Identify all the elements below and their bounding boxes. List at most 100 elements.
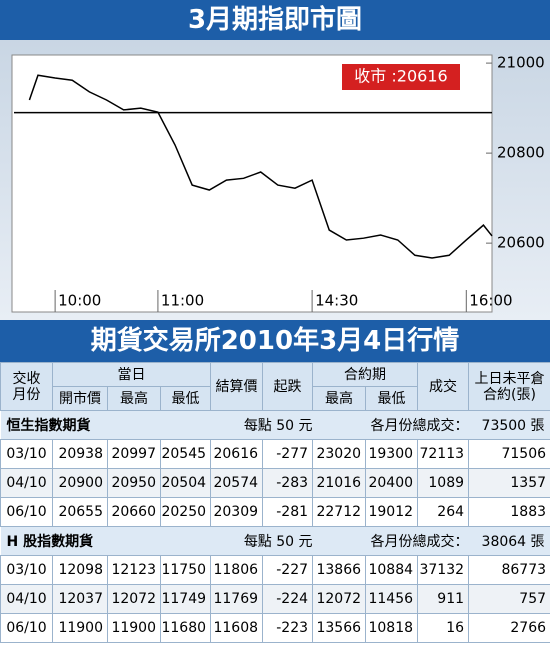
table-cell: 37132	[417, 555, 470, 585]
group-total: 73500 張	[468, 410, 550, 440]
group-name: H 股指數期貨	[0, 526, 161, 556]
group-total: 38064 張	[468, 526, 550, 556]
header-cell: 成交	[417, 362, 470, 411]
table-cell: 06/10	[0, 613, 53, 643]
table-cell: 11900	[52, 613, 108, 643]
table-cell: 13866	[312, 555, 367, 585]
table-cell: 20400	[365, 468, 419, 498]
table-row: 開市價 最高 最低 最高 最低	[1, 386, 550, 411]
table-cell: 1883	[468, 497, 550, 527]
group-unit: 每點 50 元	[160, 410, 313, 440]
table-row: H 股指數期貨 每點 50 元各月份總成交： 38064 張	[0, 526, 550, 556]
table-row: 交收 月份 當日 結算價 起跌 合約期 成交 上日未平倉 合約(張)	[0, 362, 550, 411]
table-cell: 1089	[417, 468, 470, 498]
table-row: 06/10 20655 20660 20250 20309 -281 22712 19012 2…	[0, 497, 550, 527]
group-total-label: 各月份總成交：	[312, 410, 469, 440]
table-cell: 03/10	[0, 555, 53, 585]
table-cell: 20997	[107, 439, 161, 469]
table-cell: 11806	[210, 555, 264, 585]
table-cell: 71506	[468, 439, 550, 469]
table-cell: 10818	[365, 613, 419, 643]
table-row: 恒生指數期貨 每點 50 元各月份總成交： 73500 張	[0, 410, 550, 440]
table-cell: 12037	[52, 584, 108, 614]
table-cell: 04/10	[0, 584, 53, 614]
x-tick-label: 11:00	[161, 292, 204, 310]
table-cell: 13566	[312, 613, 367, 643]
table-cell: 911	[417, 584, 470, 614]
header-cell: 結算價	[210, 362, 264, 411]
table-cell: 20574	[210, 468, 264, 498]
header-cell: 最低	[365, 386, 419, 411]
table-cell: 11608	[210, 613, 264, 643]
y-tick-label: 21000	[497, 54, 545, 72]
chart: 20600 20800 21000 10:00 11:00 14:30 16:00 收市 :2…	[0, 40, 550, 320]
table-cell: 757	[468, 584, 550, 614]
table-cell: 20504	[159, 468, 212, 498]
table-cell: 20950	[107, 468, 161, 498]
table-cell: 1357	[468, 468, 550, 498]
table-cell: 20616	[210, 439, 264, 469]
header-cell: 開市價	[52, 386, 108, 411]
header-cell: 當日	[51, 362, 212, 387]
table-cell: 11680	[159, 613, 212, 643]
close-label: 收市 :20616	[354, 67, 447, 86]
header-cell: 最高	[107, 386, 161, 411]
section-title: 期貨交易所2010年3月4日行情	[0, 320, 550, 362]
table-cell: 20309	[210, 497, 264, 527]
quote-table: 交收 月份 當日 結算價 起跌 合約期 成交 上日未平倉 合約(張) 開市價 最高 最低 最高 最低恒…	[0, 362, 550, 643]
table-cell: -281	[262, 497, 314, 527]
header-cell: 上日未平倉 合約(張)	[468, 362, 550, 411]
table-row: 04/10 12037 12072 11749 11769 -224 12072 11456 9…	[0, 584, 550, 614]
table-cell: 264	[417, 497, 470, 527]
table-cell: 04/10	[0, 468, 53, 498]
plot-area	[11, 54, 493, 313]
table-cell: 20655	[52, 497, 108, 527]
table-row: 04/10 20900 20950 20504 20574 -283 21016 20400 1…	[0, 468, 550, 498]
table-cell: -224	[262, 584, 314, 614]
table-cell: 20660	[107, 497, 161, 527]
table-cell: 20938	[52, 439, 108, 469]
header-cell: 合約期	[312, 362, 419, 387]
group-name: 恒生指數期貨	[0, 410, 161, 440]
table-row: 03/10 12098 12123 11750 11806 -227 13866 10884 3…	[0, 555, 550, 585]
table-cell: 03/10	[0, 439, 53, 469]
table-cell: -227	[262, 555, 314, 585]
table-cell: 20250	[159, 497, 212, 527]
table-cell: 16	[417, 613, 470, 643]
x-tick-label: 10:00	[58, 292, 101, 310]
price-line	[28, 74, 493, 259]
table-cell: 22712	[312, 497, 367, 527]
table-cell: 19300	[365, 439, 419, 469]
header-cell: 最低	[159, 386, 212, 411]
table-cell: 11900	[107, 613, 161, 643]
table-cell: 2766	[468, 613, 550, 643]
chart-title: 3月期指即市圖	[0, 0, 550, 40]
table-cell: 20900	[52, 468, 108, 498]
table-cell: 10884	[365, 555, 419, 585]
table-cell: -223	[262, 613, 314, 643]
group-unit: 每點 50 元	[160, 526, 313, 556]
table-cell: 12098	[52, 555, 108, 585]
x-tick-label: 14:30	[315, 292, 358, 310]
header-cell: 最高	[312, 386, 367, 411]
x-tick-label: 16:00	[469, 292, 512, 310]
table-cell: 11750	[159, 555, 212, 585]
close-badge	[342, 64, 460, 90]
table-cell: -283	[262, 468, 314, 498]
table-row: 03/10 20938 20997 20545 20616 -277 23020 19300 7…	[0, 439, 550, 469]
y-tick-label: 20600	[497, 234, 545, 252]
table-cell: 11749	[159, 584, 212, 614]
table-cell: 86773	[468, 555, 550, 585]
group-total-label: 各月份總成交：	[312, 526, 469, 556]
table-row: 06/10 11900 11900 11680 11608 -223 13566 10818 1…	[0, 613, 550, 643]
table-cell: 06/10	[0, 497, 53, 527]
header-cell: 交收 月份	[0, 362, 53, 411]
table-cell: 20545	[159, 439, 212, 469]
header-cell: 起跌	[262, 362, 314, 411]
table-cell: 72113	[417, 439, 470, 469]
y-tick-label: 20800	[497, 144, 545, 162]
table-cell: 12072	[312, 584, 367, 614]
table-cell: 23020	[312, 439, 367, 469]
table-cell: -277	[262, 439, 314, 469]
